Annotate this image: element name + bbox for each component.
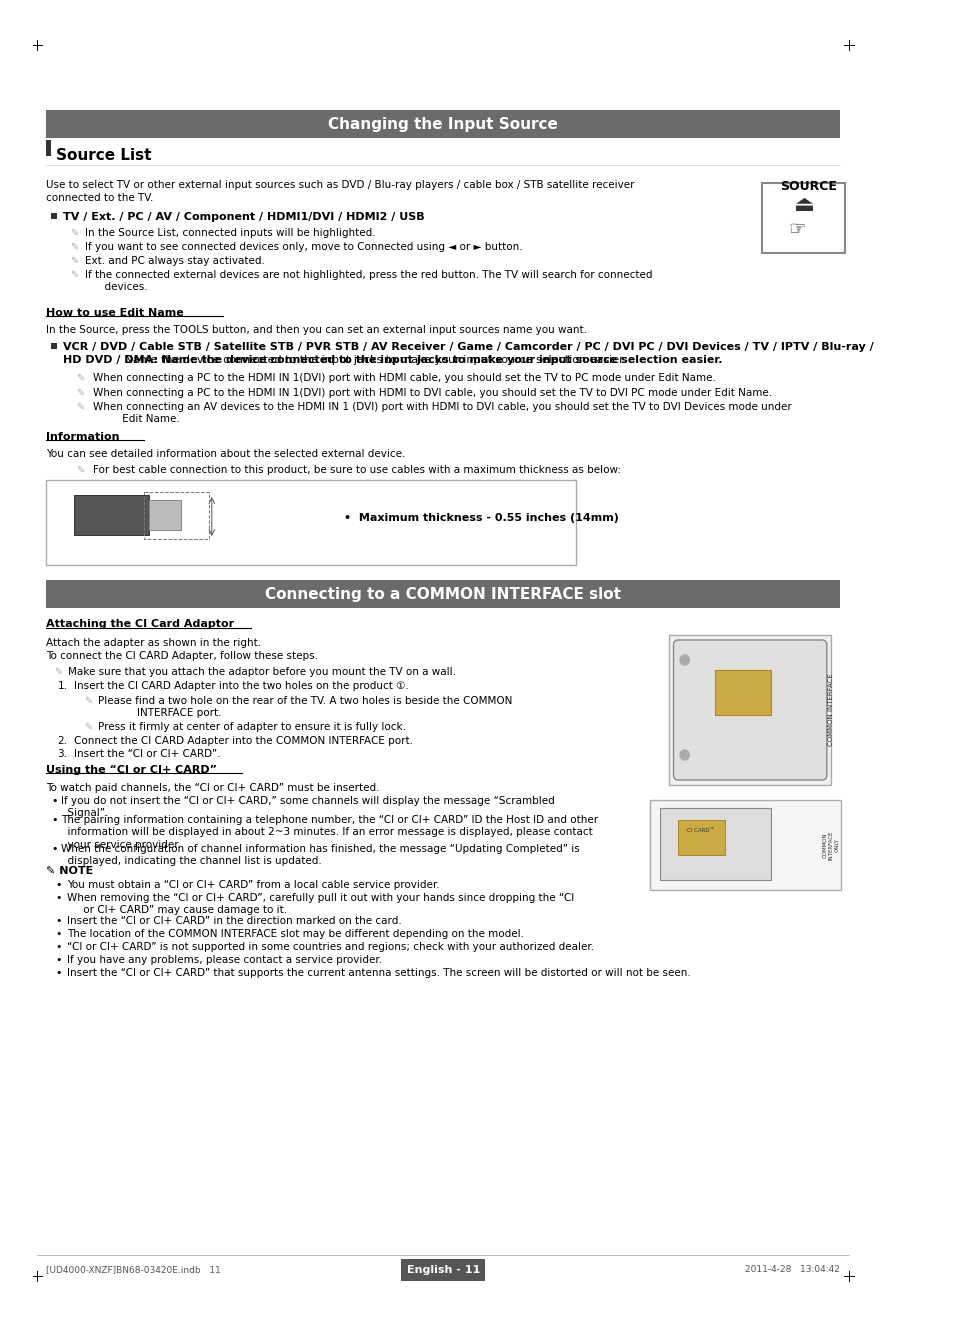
Text: Insert the CI CARD Adapter into the two holes on the product ①.: Insert the CI CARD Adapter into the two … [74, 682, 409, 691]
Text: When connecting an AV devices to the HDMI IN 1 (DVI) port with HDMI to DVI cable: When connecting an AV devices to the HDM… [92, 402, 791, 424]
Text: For best cable connection to this product, be sure to use cables with a maximum : For best cable connection to this produc… [92, 465, 620, 476]
Text: When connecting a PC to the HDMI IN 1(DVI) port with HDMI cable, you should set : When connecting a PC to the HDMI IN 1(DV… [92, 373, 715, 383]
Text: •: • [55, 880, 62, 890]
Bar [650, 801, 840, 890]
Text: Press it firmly at center of adapter to ensure it is fully lock.: Press it firmly at center of adapter to … [97, 723, 405, 732]
Text: Attaching the CI Card Adaptor: Attaching the CI Card Adaptor [47, 620, 234, 629]
Text: •: • [51, 844, 57, 853]
Text: When removing the “CI or CI+ CARD”, carefully pull it out with your hands since : When removing the “CI or CI+ CARD”, care… [67, 893, 574, 915]
Text: If you have any problems, please contact a service provider.: If you have any problems, please contact… [67, 955, 381, 966]
Text: HD DVD / DMA: Name the device connected to the input jacks to make your input so: HD DVD / DMA: Name the device connected … [63, 355, 722, 365]
Text: Information: Information [47, 432, 120, 443]
Text: •: • [51, 815, 57, 826]
Text: Ext. and PC always stay activated.: Ext. and PC always stay activated. [86, 256, 265, 266]
Text: English - 11: English - 11 [406, 1266, 479, 1275]
Text: “CI or CI+ CARD” is not supported in some countries and regions; check with your: “CI or CI+ CARD” is not supported in som… [67, 942, 594, 952]
Text: ☞: ☞ [787, 221, 804, 239]
Text: To watch paid channels, the “CI or CI+ CARD” must be inserted.: To watch paid channels, the “CI or CI+ C… [47, 783, 379, 793]
Text: VCR / DVD / Cable STB / Satellite STB / PVR STB / AV Receiver / Game / Camcorder: VCR / DVD / Cable STB / Satellite STB / … [63, 342, 873, 351]
Bar [47, 110, 839, 137]
Bar [144, 491, 209, 539]
Text: 3.: 3. [57, 749, 68, 760]
FancyBboxPatch shape [673, 639, 826, 779]
Bar [51, 343, 56, 349]
Text: In the Source List, connected inputs will be highlighted.: In the Source List, connected inputs wil… [86, 229, 375, 238]
Text: The location of the COMMON INTERFACE slot may be different depending on the mode: The location of the COMMON INTERFACE slo… [67, 929, 523, 939]
Text: ✎: ✎ [70, 242, 78, 252]
Text: 2011-4-28   13:04:42: 2011-4-28 13:04:42 [744, 1266, 839, 1273]
Text: Insert the “CI or CI+ CARD” that supports the current antenna settings. The scre: Insert the “CI or CI+ CARD” that support… [67, 968, 690, 978]
Text: Make sure that you attach the adaptor before you mount the TV on a wall.: Make sure that you attach the adaptor be… [68, 667, 456, 676]
Text: CI CARD™: CI CARD™ [686, 827, 715, 832]
Text: In the Source, press the TOOLS button, and then you can set an external input so: In the Source, press the TOOLS button, a… [47, 325, 587, 336]
Text: Connecting to a COMMON INTERFACE slot: Connecting to a COMMON INTERFACE slot [265, 587, 620, 601]
Text: COMMON
INTERFACE
ONLY: COMMON INTERFACE ONLY [822, 831, 839, 860]
Text: Connect the CI CARD Adapter into the COMMON INTERFACE port.: Connect the CI CARD Adapter into the COM… [74, 736, 413, 746]
Text: ✎: ✎ [76, 402, 84, 412]
Bar [149, 501, 181, 530]
Text: How to use Edit Name: How to use Edit Name [47, 308, 184, 318]
Text: You can see detailed information about the selected external device.: You can see detailed information about t… [47, 449, 405, 458]
Text: •: • [55, 955, 62, 966]
Text: You must obtain a “CI or CI+ CARD” from a local cable service provider.: You must obtain a “CI or CI+ CARD” from … [67, 880, 439, 890]
Text: Changing the Input Source: Changing the Input Source [328, 116, 558, 132]
Text: If you do not insert the “CI or CI+ CARD,” some channels will display the messag: If you do not insert the “CI or CI+ CARD… [61, 797, 555, 819]
Text: •: • [55, 942, 62, 952]
Text: •: • [55, 929, 62, 939]
Text: ✎: ✎ [84, 723, 91, 732]
Text: ✎: ✎ [53, 667, 62, 676]
Text: •: • [55, 893, 62, 904]
Bar [659, 808, 770, 880]
Text: Attach the adapter as shown in the right.: Attach the adapter as shown in the right… [47, 638, 261, 649]
Text: ✎: ✎ [76, 373, 84, 383]
Text: If the connected external devices are not highlighted, press the red button. The: If the connected external devices are no… [86, 269, 652, 292]
Bar [74, 495, 149, 535]
Circle shape [679, 750, 689, 760]
Text: •  Maximum thickness - 0.55 inches (14mm): • Maximum thickness - 0.55 inches (14mm) [343, 513, 618, 523]
Bar [715, 670, 770, 715]
Text: ✎: ✎ [76, 465, 84, 476]
Text: Please find a two hole on the rear of the TV. A two holes is beside the COMMON
 : Please find a two hole on the rear of th… [97, 696, 512, 719]
Bar [678, 820, 724, 855]
Text: When the configuration of channel information has finished, the message “Updatin: When the configuration of channel inform… [61, 844, 579, 867]
Text: The pairing information containing a telephone number, the “CI or CI+ CARD” ID t: The pairing information containing a tel… [61, 815, 598, 849]
Bar [51, 213, 56, 219]
Text: Using the “CI or CI+ CARD”: Using the “CI or CI+ CARD” [47, 765, 217, 775]
Text: Use to select TV or other external input sources such as DVD / Blu-ray players /: Use to select TV or other external input… [47, 180, 635, 203]
Bar [47, 140, 51, 156]
Text: •: • [51, 797, 57, 806]
Text: TV / Ext. / PC / AV / Component / HDMI1/DVI / HDMI2 / USB: TV / Ext. / PC / AV / Component / HDMI1/… [63, 211, 424, 222]
Text: [UD4000-XNZF]BN68-03420E.indb   11: [UD4000-XNZF]BN68-03420E.indb 11 [47, 1266, 221, 1273]
Text: To connect the CI CARD Adapter, follow these steps.: To connect the CI CARD Adapter, follow t… [47, 651, 318, 660]
Text: ✎: ✎ [70, 256, 78, 266]
Text: COMMON INTERFACE: COMMON INTERFACE [827, 674, 834, 746]
Text: If you want to see connected devices only, move to Connected using ◄ or ► button: If you want to see connected devices onl… [86, 242, 522, 252]
Bar [47, 480, 576, 565]
Bar [47, 580, 839, 608]
Text: Source List: Source List [55, 148, 152, 162]
Circle shape [679, 655, 689, 664]
Text: 2.: 2. [57, 736, 68, 746]
Text: ✎: ✎ [84, 696, 91, 705]
Text: •: • [55, 915, 62, 926]
Text: Insert the “CI or CI+ CARD”.: Insert the “CI or CI+ CARD”. [74, 749, 220, 760]
Text: ✎: ✎ [70, 269, 78, 280]
Text: ✎: ✎ [76, 388, 84, 398]
Text: 1.: 1. [57, 682, 68, 691]
Bar [668, 635, 831, 785]
Text: When connecting a PC to the HDMI IN 1(DVI) port with HDMI to DVI cable, you shou: When connecting a PC to the HDMI IN 1(DV… [92, 388, 771, 398]
Text: Insert the “CI or CI+ CARD” in the direction marked on the card.: Insert the “CI or CI+ CARD” in the direc… [67, 915, 401, 926]
Text: ✎ NOTE: ✎ NOTE [47, 867, 93, 876]
Text: Name the device connected to the input jacks to make your input source selection: Name the device connected to the input j… [121, 355, 626, 365]
Text: SOURCE: SOURCE [780, 180, 837, 193]
Bar [761, 184, 844, 254]
Text: ✎: ✎ [70, 229, 78, 238]
Text: •: • [55, 968, 62, 978]
Text: ⏏: ⏏ [794, 196, 815, 215]
